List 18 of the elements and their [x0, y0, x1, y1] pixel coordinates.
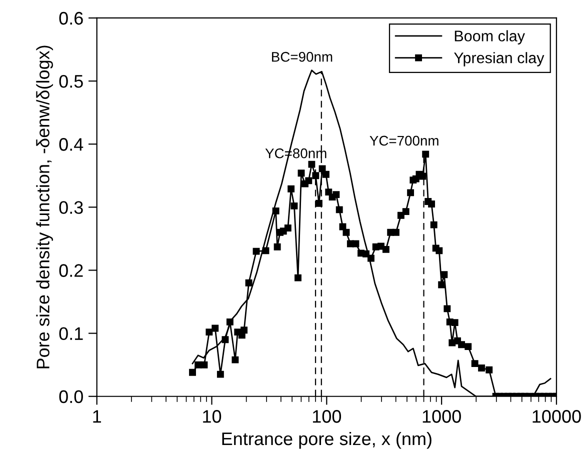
x-tick-label: 10 — [203, 410, 222, 423]
y-axis-title: Pore size density function, -δenw/δ(logx) — [36, 46, 54, 368]
y-tick-label: 0.3 — [59, 201, 83, 214]
y-tick-label: 0.4 — [59, 138, 84, 151]
annotation: BC=90nm — [272, 52, 332, 62]
y-tick-label: 0.6 — [59, 12, 83, 25]
legend-label: Boom clay — [454, 30, 525, 44]
x-tick-label: 10000 — [532, 410, 581, 423]
x-axis-title: Entrance pore size, x (nm) — [222, 432, 432, 449]
x-tick-label: 100 — [312, 410, 342, 423]
x-tick-label: 1 — [93, 410, 101, 423]
y-tick-label: 0.0 — [59, 390, 83, 404]
y-tick-label: 0.5 — [59, 74, 83, 88]
x-tick-label: 1000 — [422, 410, 461, 423]
y-tick-label: 0.1 — [59, 327, 83, 340]
annotation: YC=700nm — [370, 136, 438, 146]
y-tick-label: 0.2 — [59, 264, 83, 277]
legend-label: Ypresian clay — [454, 52, 544, 66]
